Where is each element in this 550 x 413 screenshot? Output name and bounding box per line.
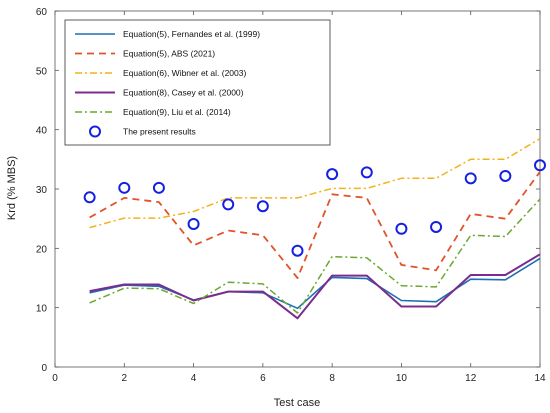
series-line	[89, 198, 541, 314]
x-tick-label: 4	[191, 373, 197, 384]
data-point	[222, 198, 235, 211]
data-point	[256, 200, 269, 213]
series-line	[89, 137, 541, 229]
series-5	[89, 198, 541, 314]
y-tick-label: 30	[36, 185, 48, 196]
x-tick-label: 6	[260, 373, 266, 384]
data-point	[430, 220, 443, 233]
y-tick-label: 0	[41, 363, 47, 374]
data-point	[152, 181, 165, 194]
series-3	[89, 137, 541, 229]
data-point	[118, 181, 131, 194]
y-tick-label: 50	[36, 66, 48, 77]
legend-label: Equation(9), Liu et al. (2014)	[123, 107, 231, 117]
series-layer	[83, 137, 546, 320]
data-point	[326, 168, 339, 181]
series-6	[83, 159, 546, 257]
x-tick-label: 14	[534, 373, 546, 384]
legend-label: Equation(6), Wibner et al. (2003)	[123, 68, 246, 78]
series-1	[89, 257, 541, 310]
legend: Equation(5), Fernandes et al. (1999) Equa…	[64, 19, 331, 146]
data-point	[499, 169, 512, 182]
data-point	[83, 191, 96, 204]
series-line	[89, 253, 541, 320]
data-point	[291, 244, 304, 257]
series-line	[89, 257, 541, 310]
y-tick-label: 10	[36, 304, 48, 315]
y-tick-label: 20	[36, 244, 48, 255]
data-point	[464, 172, 477, 185]
data-point	[534, 159, 546, 172]
data-point	[395, 222, 408, 235]
x-axis-title: Test case	[274, 397, 320, 409]
x-tick-label: 0	[52, 373, 58, 384]
x-tick-label: 8	[329, 373, 335, 384]
data-point	[360, 166, 373, 179]
legend-label: The present results	[123, 127, 196, 137]
y-axis-title: Krd (% MBS)	[6, 156, 18, 220]
data-point	[187, 218, 200, 231]
legend-label: Equation(5), Fernandes et al. (1999)	[123, 29, 260, 39]
y-tick-label: 40	[36, 126, 48, 137]
legend-label: Equation(8), Casey et al. (2000)	[123, 88, 244, 98]
series-4	[89, 253, 541, 320]
series-2	[89, 171, 541, 279]
legend-marker	[89, 125, 101, 138]
axis-ticks: 0 2 4 6 8 10 12 14 0 10 20 30 40 50 60	[36, 7, 546, 384]
x-tick-label: 10	[396, 373, 408, 384]
x-tick-label: 2	[122, 373, 128, 384]
x-tick-label: 12	[465, 373, 477, 384]
y-tick-label: 60	[36, 7, 48, 18]
legend-label: Equation(5), ABS (2021)	[123, 49, 215, 59]
legend-box	[64, 19, 331, 146]
series-line	[89, 171, 541, 279]
